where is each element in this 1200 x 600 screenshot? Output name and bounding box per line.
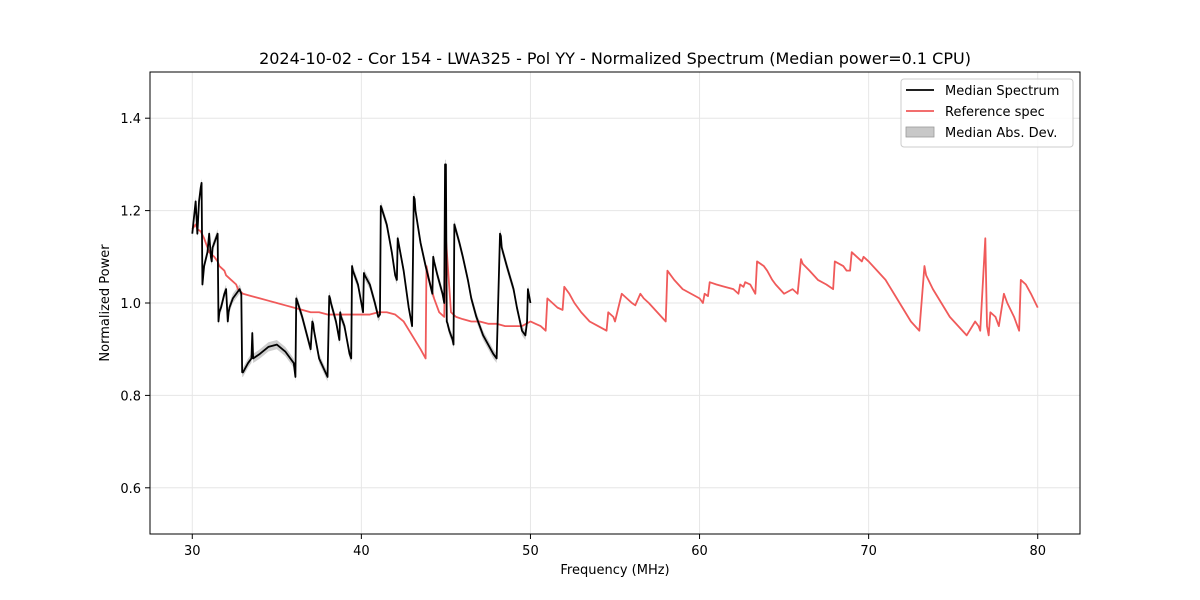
y-axis-ticks: 0.6 0.8 1.0 1.2 1.4 bbox=[120, 112, 150, 497]
legend-median-label: Median Spectrum bbox=[945, 84, 1059, 99]
legend-reference-label: Reference spec bbox=[945, 105, 1045, 120]
chart-title: 2024-10-02 - Cor 154 - LWA325 - Pol YY -… bbox=[259, 49, 971, 68]
x-tick-label: 40 bbox=[353, 544, 370, 559]
y-tick-label: 1.2 bbox=[120, 205, 141, 220]
x-axis-label: Frequency (MHz) bbox=[560, 563, 669, 578]
median-series-layer bbox=[191, 163, 532, 378]
y-tick-label: 0.8 bbox=[120, 389, 141, 404]
x-axis-ticks: 30 40 50 60 70 80 bbox=[184, 534, 1046, 559]
x-tick-label: 50 bbox=[522, 544, 539, 559]
legend-mad-label: Median Abs. Dev. bbox=[945, 126, 1057, 141]
legend: Median Spectrum Reference spec Median Ab… bbox=[900, 78, 1074, 148]
y-tick-label: 0.6 bbox=[120, 482, 141, 497]
x-tick-label: 70 bbox=[860, 544, 877, 559]
mad-band bbox=[192, 159, 531, 382]
x-tick-label: 60 bbox=[691, 544, 708, 559]
x-tick-label: 30 bbox=[184, 544, 201, 559]
y-tick-label: 1.4 bbox=[120, 112, 141, 127]
mad-band-layer bbox=[192, 159, 531, 382]
legend-mad-swatch bbox=[905, 126, 935, 138]
y-axis-label: Normalized Power bbox=[98, 244, 113, 362]
legend-box bbox=[900, 78, 1074, 148]
x-tick-label: 80 bbox=[1029, 544, 1046, 559]
y-tick-label: 1.0 bbox=[120, 297, 141, 312]
median-spectrum-line bbox=[191, 163, 532, 378]
